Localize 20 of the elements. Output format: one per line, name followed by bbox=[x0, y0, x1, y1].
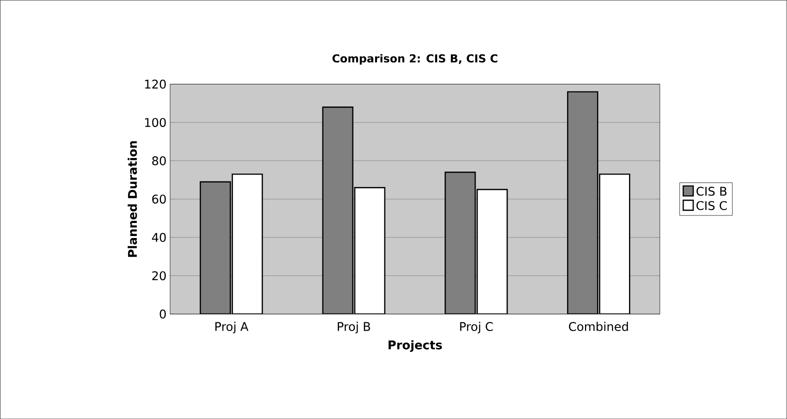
y-tick-label: 80 bbox=[152, 156, 166, 166]
y-axis-title: Planned Duration bbox=[128, 141, 137, 257]
y-tick-label: 120 bbox=[145, 80, 166, 89]
y-tick-label: 0 bbox=[160, 309, 166, 318]
x-tick-label: Proj A bbox=[215, 322, 248, 334]
y-tick-label: 60 bbox=[152, 194, 166, 204]
legend-label: CIS B bbox=[696, 186, 726, 196]
x-tick-label: Combined bbox=[568, 322, 628, 331]
legend-label: CIS C bbox=[696, 201, 727, 210]
bar bbox=[599, 174, 630, 314]
bar bbox=[232, 174, 263, 314]
chart-title: Comparison 2: CIS B, CIS C bbox=[332, 54, 498, 65]
x-tick-label: Proj C bbox=[460, 322, 493, 334]
y-tick-label: 100 bbox=[145, 118, 166, 127]
x-tick-label: Proj B bbox=[338, 322, 370, 334]
bar bbox=[354, 186, 386, 314]
y-tick-label: 20 bbox=[152, 271, 166, 280]
y-tick-label: 40 bbox=[152, 232, 166, 242]
bar bbox=[476, 188, 508, 314]
x-axis-title: Projects bbox=[388, 340, 442, 352]
